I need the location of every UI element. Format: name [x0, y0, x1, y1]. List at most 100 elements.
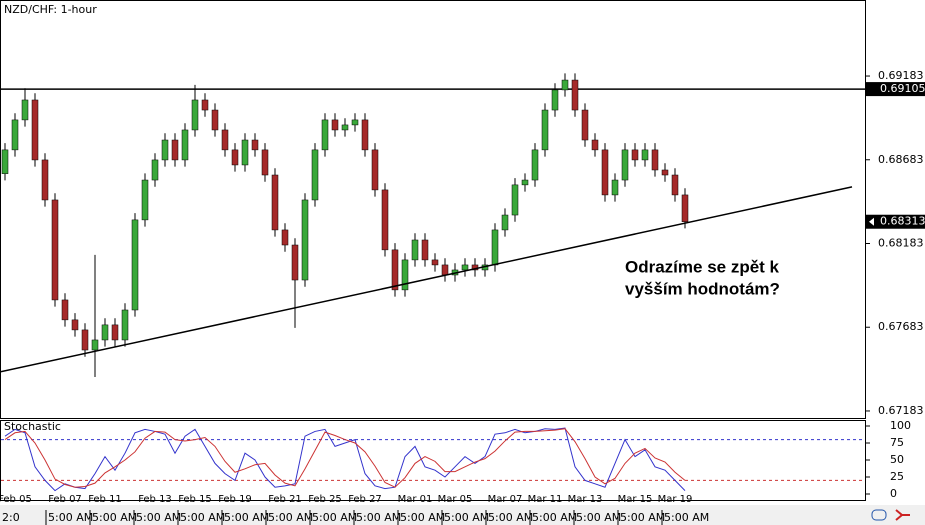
candle-body [171, 139, 179, 161]
candle-body [421, 239, 429, 261]
x-tick-label: Mar 15 [618, 494, 653, 505]
candle-body [361, 119, 369, 151]
candle-body [631, 149, 639, 161]
y-tick-label: 0.68183 [878, 236, 924, 249]
annotation: vyšším hodnotám? [625, 279, 780, 298]
price-panel [0, 0, 866, 419]
candle-body [641, 149, 649, 161]
y-tick-label: 25 [890, 470, 904, 483]
candle-body [651, 149, 659, 171]
y-tick-label: 100 [890, 419, 911, 432]
candle-body [561, 79, 569, 91]
time-strip [0, 505, 925, 525]
x-tick-label: Mar 01 [398, 494, 433, 505]
candle-body [331, 119, 339, 131]
candle-body [681, 194, 689, 222]
arrow-icon[interactable] [895, 509, 910, 521]
candle-body [601, 149, 609, 196]
x-tick-label: Feb 25 [308, 494, 342, 505]
candle-body [511, 184, 519, 216]
candle-body [551, 89, 559, 111]
candle-body [341, 124, 349, 131]
candle-body [151, 159, 159, 181]
candle-body [11, 119, 19, 151]
price-label-box [866, 82, 925, 97]
chart-title: NZD/CHF: 1-hour [4, 3, 97, 16]
candle-body [431, 259, 439, 266]
candle-body [501, 214, 509, 231]
candle-body [81, 329, 89, 351]
time-strip-label: 5:00 AM [136, 511, 181, 524]
candle-body [461, 264, 469, 271]
candle-body [111, 324, 119, 341]
x-tick-label: Feb 15 [178, 494, 212, 505]
candle-body [371, 149, 379, 191]
candle-body [241, 139, 249, 166]
candle-body [1, 149, 9, 174]
x-tick-label: Mar 11 [528, 494, 563, 505]
time-strip-label: 5:00 AM [532, 511, 577, 524]
candle-body [181, 129, 189, 161]
x-tick-label: Feb 13 [138, 494, 172, 505]
link-icon[interactable] [871, 509, 887, 521]
candle-body [321, 119, 329, 151]
candle-body [191, 99, 199, 131]
candle-body [141, 179, 149, 221]
candle-body [121, 309, 129, 341]
candle-body [41, 159, 49, 201]
candle-body [221, 129, 229, 151]
x-tick-label: Mar 07 [488, 494, 523, 505]
candle-body [441, 264, 449, 276]
candle-body [281, 229, 289, 246]
candle-body [581, 109, 589, 141]
candle-body [541, 109, 549, 151]
candle-body [231, 149, 239, 166]
candle-body [51, 199, 59, 301]
y-tick-label: 0.67683 [878, 320, 924, 333]
y-tick-label: 0.67183 [878, 404, 924, 417]
candle-body [571, 79, 579, 111]
candle-body [301, 199, 309, 281]
y-tick-label: 50 [890, 453, 904, 466]
x-tick-label: Feb 05 [0, 494, 32, 505]
time-strip-label: 5:00 AM [664, 511, 709, 524]
x-tick-label: Feb 27 [348, 494, 382, 505]
candle-body [131, 219, 139, 311]
candle-body [21, 99, 29, 121]
time-strip-label: 5:00 AM [356, 511, 401, 524]
x-tick-label: Feb 19 [218, 494, 252, 505]
candle-body [621, 149, 629, 181]
time-strip-label: 5:00 AM [620, 511, 665, 524]
candle-body [211, 109, 219, 131]
candle-body [311, 149, 319, 201]
stochastic-line [4, 428, 686, 488]
time-strip-label: 5:00 AM [180, 511, 225, 524]
last-price-label: 0.68313 [880, 215, 925, 228]
resistance-label: 0.69105 [880, 82, 925, 95]
candle-body [31, 99, 39, 161]
candle-body [91, 339, 99, 351]
candle-body [671, 174, 679, 196]
annotation: Odrazíme se zpět k [625, 257, 780, 276]
y-tick-label: 0.69183 [878, 69, 924, 82]
candle-body [71, 319, 79, 331]
time-strip-label: 5:00 AM [92, 511, 137, 524]
candle-body [201, 99, 209, 111]
price-label-box [866, 214, 925, 229]
candle-body [491, 229, 499, 266]
candle-body [391, 249, 399, 291]
time-strip-label: 5:00 AM [312, 511, 357, 524]
window-icons[interactable] [871, 509, 910, 521]
y-tick-label: 0 [890, 487, 897, 500]
time-strip-label: 5:00 AM [576, 511, 621, 524]
candle-body [261, 149, 269, 176]
time-strip-label: 5:00 AM [400, 511, 445, 524]
candle-body [161, 139, 169, 161]
trendline [0, 186, 853, 373]
x-tick-label: Mar 19 [658, 494, 693, 505]
time-strip-label: 2:0 [2, 511, 20, 524]
candle-body [661, 169, 669, 176]
time-strip-label: 5:00 AM [268, 511, 313, 524]
candle-body [101, 324, 109, 341]
